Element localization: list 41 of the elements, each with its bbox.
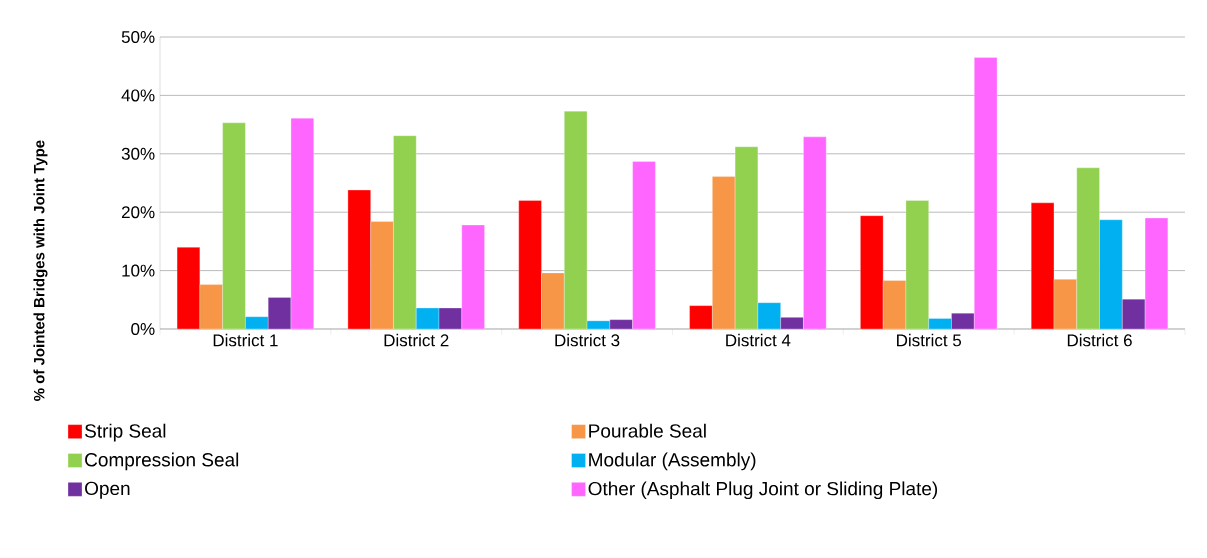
bar — [1099, 219, 1123, 329]
y-tick-label: 30% — [121, 147, 155, 160]
bar — [734, 146, 759, 329]
legend-label: Pourable Seal — [589, 423, 706, 438]
bar — [803, 136, 827, 329]
x-tick-label: District 2 — [384, 333, 449, 347]
bar — [1076, 167, 1100, 329]
y-tick-label: 40% — [121, 89, 155, 102]
bar — [290, 118, 314, 329]
x-tick-label: District 3 — [555, 333, 620, 347]
bar — [564, 111, 588, 329]
y-tick-label: 20% — [121, 206, 155, 219]
bar — [712, 176, 736, 329]
legend-label: Modular (Assembly) — [589, 452, 756, 471]
legend-label: Other (Asphalt Plug Joint or Sliding Plate) — [588, 481, 938, 500]
y-tick-label: 50% — [121, 30, 155, 44]
bar — [370, 221, 394, 329]
bar — [1031, 202, 1055, 329]
bar — [905, 200, 929, 329]
bar — [461, 224, 485, 329]
legend-label: Open — [85, 481, 130, 499]
bar — [222, 122, 246, 329]
y-axis-title: % of Jointed Bridges with Joint Type — [33, 140, 48, 401]
y-tick-label: 10% — [122, 264, 155, 277]
bar — [347, 189, 371, 329]
bar — [1144, 217, 1169, 329]
x-tick-label: District 6 — [1067, 333, 1132, 347]
x-tick-label: District 4 — [726, 333, 791, 347]
legend-label: Compression Seal — [85, 452, 239, 471]
bar — [974, 57, 998, 329]
bar — [393, 135, 417, 329]
bar — [541, 272, 565, 329]
bar — [632, 161, 656, 329]
bar — [518, 200, 542, 329]
x-tick-label: District 1 — [213, 333, 278, 347]
bar — [689, 305, 713, 329]
bar — [860, 215, 884, 329]
bar — [176, 247, 201, 329]
x-tick-label: District 5 — [897, 333, 962, 347]
y-tick-label: 0% — [131, 322, 155, 336]
legend-label: Strip Seal — [85, 423, 166, 442]
